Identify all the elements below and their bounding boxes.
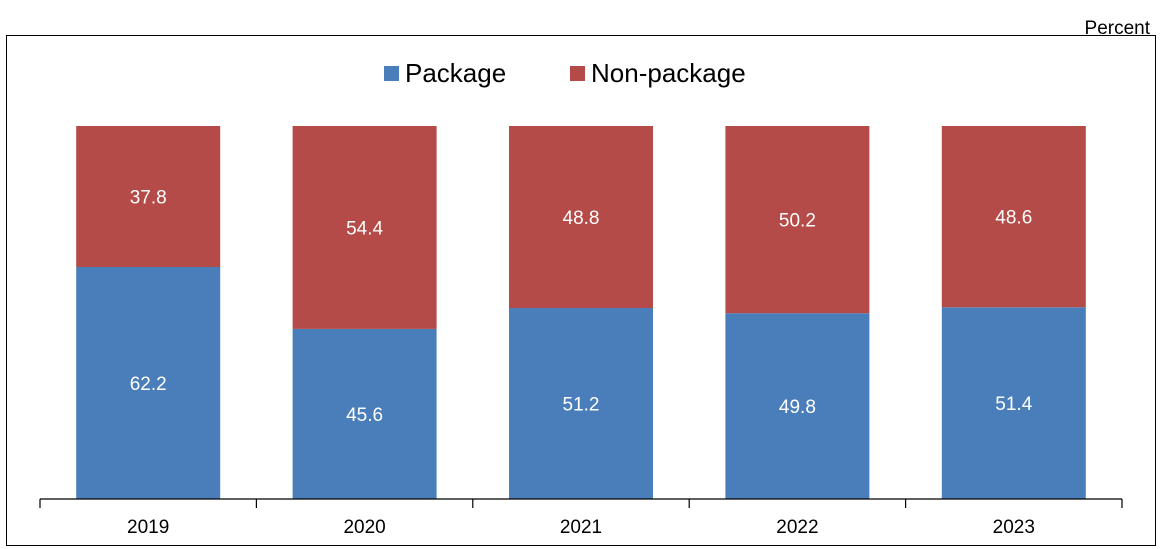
bar-non-package-2020 bbox=[292, 126, 437, 329]
legend-label-package: Package bbox=[405, 58, 506, 88]
value-label-non-package-2019: 37.8 bbox=[130, 187, 167, 208]
chart-frame bbox=[6, 35, 1156, 546]
value-label-package-2020: 45.6 bbox=[346, 405, 383, 426]
value-label-package-2023: 51.4 bbox=[995, 394, 1032, 415]
value-label-non-package-2021: 48.8 bbox=[563, 208, 600, 229]
legend: Package Non-package bbox=[384, 58, 746, 88]
legend-swatch-package bbox=[384, 66, 399, 81]
value-label-package-2022: 49.8 bbox=[779, 397, 816, 418]
x-tick-label-2019: 2019 bbox=[127, 517, 169, 538]
value-label-non-package-2020: 54.4 bbox=[346, 218, 383, 239]
bar-non-package-2022 bbox=[725, 126, 870, 314]
x-axis: 2019 2020 2021 2022 2023 bbox=[39, 498, 1123, 538]
unit-label: Percent bbox=[1084, 18, 1150, 39]
x-tick-label-2022: 2022 bbox=[776, 517, 818, 538]
value-label-package-2021: 51.2 bbox=[563, 395, 600, 416]
x-tick-label-2023: 2023 bbox=[993, 517, 1035, 538]
legend-swatch-non-package bbox=[570, 66, 585, 81]
x-tick-label-2021: 2021 bbox=[560, 517, 602, 538]
bar-package-2019 bbox=[76, 266, 221, 499]
value-label-package-2019: 62.2 bbox=[130, 374, 167, 395]
x-tick-label-2020: 2020 bbox=[343, 517, 385, 538]
bar-package-2023 bbox=[941, 307, 1086, 499]
bars-group: 62.2 37.8 45.6 54.4 51.2 48.8 49.8 50.2 51.4 48.6 bbox=[76, 126, 1086, 499]
bar-package-2022 bbox=[725, 313, 870, 499]
value-label-non-package-2023: 48.6 bbox=[995, 208, 1032, 229]
legend-label-non-package: Non-package bbox=[591, 58, 746, 88]
bar-non-package-2019 bbox=[76, 126, 221, 267]
bar-non-package-2021 bbox=[509, 126, 653, 309]
value-label-non-package-2022: 50.2 bbox=[779, 211, 816, 232]
bar-package-2020 bbox=[292, 328, 437, 499]
bar-non-package-2023 bbox=[941, 126, 1086, 308]
bar-package-2021 bbox=[509, 308, 653, 499]
